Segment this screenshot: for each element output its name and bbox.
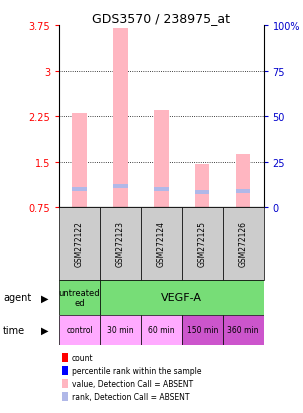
Bar bbox=[223, 208, 264, 280]
Bar bbox=[195, 165, 209, 208]
Text: 360 min: 360 min bbox=[228, 325, 259, 335]
Bar bbox=[100, 208, 141, 280]
Text: agent: agent bbox=[3, 292, 31, 303]
Text: time: time bbox=[3, 325, 25, 335]
Bar bbox=[59, 280, 100, 315]
Bar bbox=[100, 315, 141, 345]
Bar bbox=[182, 208, 223, 280]
Text: count: count bbox=[72, 353, 94, 362]
Text: 60 min: 60 min bbox=[148, 325, 175, 335]
Bar bbox=[72, 114, 87, 208]
Title: GDS3570 / 238975_at: GDS3570 / 238975_at bbox=[92, 12, 230, 25]
Bar bbox=[72, 188, 87, 191]
Bar bbox=[59, 315, 100, 345]
Bar bbox=[141, 208, 182, 280]
Bar bbox=[236, 190, 250, 193]
Text: 150 min: 150 min bbox=[187, 325, 218, 335]
Text: VEGF-A: VEGF-A bbox=[161, 292, 202, 303]
Text: untreated
ed: untreated ed bbox=[59, 288, 100, 307]
Text: rank, Detection Call = ABSENT: rank, Detection Call = ABSENT bbox=[72, 392, 190, 401]
Text: GSM272122: GSM272122 bbox=[75, 221, 84, 267]
Text: percentile rank within the sample: percentile rank within the sample bbox=[72, 366, 201, 375]
Text: value, Detection Call = ABSENT: value, Detection Call = ABSENT bbox=[72, 379, 193, 388]
Bar bbox=[113, 29, 128, 208]
Text: ▶: ▶ bbox=[41, 292, 48, 303]
Bar bbox=[195, 191, 209, 194]
Bar bbox=[59, 208, 100, 280]
Bar bbox=[223, 315, 264, 345]
Text: 30 min: 30 min bbox=[107, 325, 134, 335]
Bar bbox=[182, 315, 223, 345]
Bar bbox=[141, 315, 182, 345]
Text: GSM272125: GSM272125 bbox=[198, 221, 207, 267]
Text: control: control bbox=[66, 325, 93, 335]
Text: GSM272124: GSM272124 bbox=[157, 221, 166, 267]
Text: ▶: ▶ bbox=[41, 325, 48, 335]
Bar bbox=[154, 188, 168, 191]
Text: GSM272126: GSM272126 bbox=[239, 221, 248, 267]
Text: GSM272123: GSM272123 bbox=[116, 221, 125, 267]
Bar bbox=[154, 111, 168, 208]
Bar bbox=[113, 185, 128, 188]
Bar bbox=[236, 155, 250, 208]
Bar bbox=[100, 280, 264, 315]
